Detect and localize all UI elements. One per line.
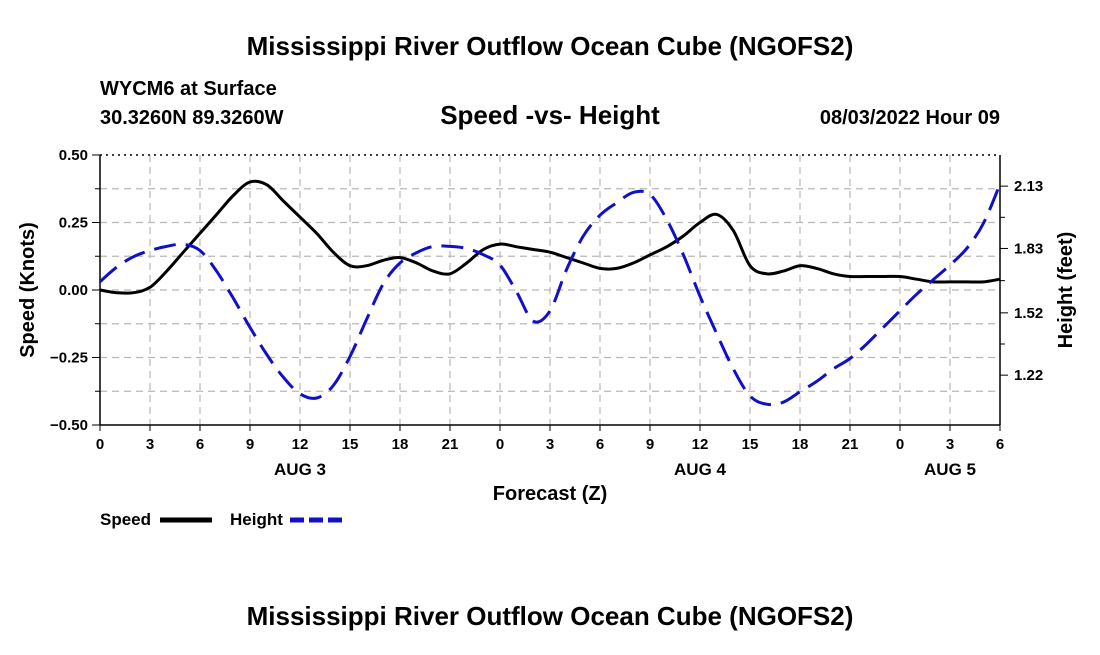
x-tick-label: 15 — [742, 436, 759, 453]
y2-tick-label: 1.22 — [1014, 367, 1043, 384]
tick-labels: 0 3 6 9 12 15 18 21 0 3 6 9 12 15 18 21 0 3 6 −0.50 −0.25 0.0… — [50, 147, 1043, 479]
x-tick-label: 18 — [792, 436, 809, 453]
main-title: Mississippi River Outflow Ocean Cube (NG… — [247, 31, 854, 61]
x-tick-label: 3 — [946, 436, 954, 453]
x-tick-label: 21 — [842, 436, 859, 453]
x-tick-label: 0 — [896, 436, 904, 453]
x-tick-label: 21 — [442, 436, 459, 453]
datetime-label: 08/03/2022 Hour 09 — [820, 107, 1000, 129]
x-tick-label: 3 — [546, 436, 554, 453]
x-tick-label: 0 — [96, 436, 104, 453]
x-tick-label: 6 — [196, 436, 204, 453]
series-speed-line — [99, 179, 1001, 295]
y2-tick-label: 2.13 — [1014, 178, 1043, 195]
y-tick-label: 0.50 — [59, 147, 88, 164]
y-tick-label: −0.25 — [50, 350, 88, 367]
x-tick-label: 15 — [342, 436, 359, 453]
x-tick-label: 12 — [292, 436, 309, 453]
bottom-title: Mississippi River Outflow Ocean Cube (NG… — [247, 601, 854, 631]
legend: Speed Height — [100, 510, 342, 529]
x-tick-label: 9 — [646, 436, 654, 453]
date-label: AUG 5 — [924, 460, 976, 479]
coords-label: 30.3260N 89.3260W — [100, 107, 284, 129]
date-label: AUG 4 — [674, 460, 727, 479]
x-tick-label: 6 — [996, 436, 1004, 453]
chart-title: Speed -vs- Height — [440, 100, 660, 130]
y2-axis-label: Height (feet) — [1055, 232, 1077, 349]
x-tick-label: 18 — [392, 436, 409, 453]
x-tick-label: 0 — [496, 436, 504, 453]
legend-height-label: Height — [230, 510, 283, 529]
y-tick-label: −0.50 — [50, 417, 88, 434]
x-tick-label: 12 — [692, 436, 709, 453]
y2-tick-label: 1.52 — [1014, 305, 1043, 322]
legend-speed-label: Speed — [100, 510, 151, 529]
y-axis-label: Speed (Knots) — [17, 222, 39, 358]
station-label: WYCM6 at Surface — [100, 78, 277, 100]
x-tick-label: 9 — [246, 436, 254, 453]
x-tick-label: 6 — [596, 436, 604, 453]
y-tick-label: 0.25 — [59, 215, 88, 232]
y2-tick-label: 1.83 — [1014, 240, 1043, 257]
series-lines — [99, 179, 1002, 407]
x-axis-label: Forecast (Z) — [493, 483, 607, 505]
y-tick-label: 0.00 — [59, 282, 88, 299]
date-label: AUG 3 — [274, 460, 326, 479]
grid — [100, 155, 1000, 425]
x-tick-label: 3 — [146, 436, 154, 453]
series-height-line — [99, 183, 1002, 407]
